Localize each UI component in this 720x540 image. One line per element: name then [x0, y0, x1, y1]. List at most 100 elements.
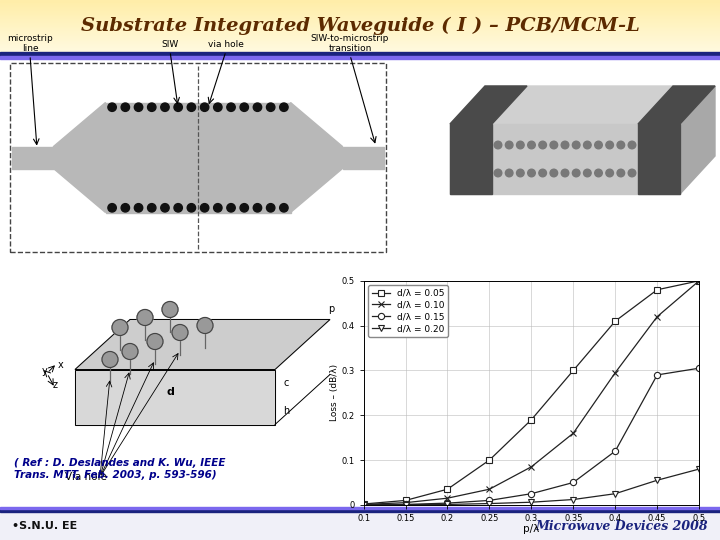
Bar — [0, 509, 720, 512]
Bar — [0, 24, 720, 25]
d/λ = 0.05 — [527, 416, 536, 423]
Circle shape — [174, 204, 182, 212]
Bar — [0, 0, 720, 1]
Bar — [0, 51, 720, 52]
d/λ = 0.10 — [444, 495, 452, 502]
Circle shape — [628, 141, 636, 149]
Bar — [0, 44, 720, 45]
Circle shape — [561, 169, 569, 177]
Circle shape — [240, 204, 248, 212]
d/λ = 0.10 — [653, 313, 662, 320]
d/λ = 0.05 — [653, 287, 662, 293]
Bar — [0, 34, 720, 35]
Circle shape — [528, 141, 535, 149]
d/λ = 0.05 — [569, 367, 577, 374]
Circle shape — [266, 204, 275, 212]
d/λ = 0.05 — [359, 501, 368, 507]
Bar — [0, 56, 720, 59]
Text: h: h — [283, 406, 289, 416]
Bar — [0, 33, 720, 34]
Circle shape — [161, 204, 169, 212]
Bar — [106, 103, 290, 213]
Polygon shape — [638, 86, 715, 124]
Bar — [0, 27, 720, 28]
Bar — [0, 25, 720, 26]
Circle shape — [102, 352, 118, 368]
Text: microstrip
line: microstrip line — [7, 33, 53, 53]
Circle shape — [162, 301, 178, 318]
d/λ = 0.10 — [401, 500, 410, 506]
Bar — [0, 2, 720, 3]
Bar — [0, 35, 720, 36]
Text: SIW: SIW — [161, 40, 179, 49]
Circle shape — [148, 204, 156, 212]
Bar — [343, 146, 384, 168]
Bar — [0, 9, 720, 10]
Bar — [0, 31, 720, 32]
Bar — [0, 36, 720, 37]
Bar — [0, 8, 720, 9]
Circle shape — [137, 309, 153, 326]
Circle shape — [539, 141, 546, 149]
Polygon shape — [75, 369, 275, 424]
d/λ = 0.20 — [444, 501, 452, 508]
Circle shape — [200, 103, 209, 111]
Bar — [0, 12, 720, 13]
Bar — [10, 63, 386, 252]
Circle shape — [253, 204, 261, 212]
Circle shape — [253, 103, 261, 111]
d/λ = 0.15 — [527, 490, 536, 497]
Circle shape — [516, 169, 524, 177]
Bar — [0, 22, 720, 23]
Polygon shape — [53, 103, 106, 213]
d/λ = 0.10 — [695, 278, 703, 284]
Bar — [0, 40, 720, 41]
Circle shape — [200, 204, 209, 212]
Bar — [0, 45, 720, 46]
Circle shape — [148, 103, 156, 111]
Circle shape — [266, 103, 275, 111]
d/λ = 0.15 — [359, 502, 368, 508]
Polygon shape — [680, 86, 715, 194]
Bar — [0, 17, 720, 18]
Circle shape — [214, 103, 222, 111]
Bar — [0, 49, 720, 50]
Bar — [0, 507, 720, 509]
Circle shape — [606, 141, 613, 149]
Bar — [0, 48, 720, 49]
Polygon shape — [75, 320, 330, 369]
Bar — [0, 18, 720, 19]
Polygon shape — [290, 103, 343, 213]
Circle shape — [240, 103, 248, 111]
Circle shape — [112, 320, 128, 335]
Line: d/λ = 0.15: d/λ = 0.15 — [361, 365, 702, 508]
Circle shape — [494, 169, 502, 177]
X-axis label: p/λ: p/λ — [523, 524, 539, 534]
Bar — [638, 124, 680, 194]
Circle shape — [172, 325, 188, 341]
Bar — [0, 7, 720, 8]
d/λ = 0.10 — [611, 369, 620, 376]
Bar — [0, 14, 720, 15]
Circle shape — [628, 169, 636, 177]
Bar — [0, 11, 720, 12]
Bar — [0, 10, 720, 11]
Bar — [0, 23, 720, 24]
Circle shape — [174, 103, 182, 111]
Text: •S.N.U. EE: •S.N.U. EE — [12, 521, 77, 531]
Circle shape — [187, 103, 196, 111]
Circle shape — [197, 318, 213, 334]
Bar — [0, 20, 720, 21]
Bar — [0, 50, 720, 51]
Bar — [0, 41, 720, 42]
d/λ = 0.15 — [485, 497, 494, 504]
Circle shape — [135, 103, 143, 111]
d/λ = 0.20 — [527, 499, 536, 505]
Bar — [0, 21, 720, 22]
d/λ = 0.10 — [569, 430, 577, 436]
Circle shape — [528, 169, 535, 177]
Circle shape — [122, 343, 138, 360]
d/λ = 0.10 — [527, 463, 536, 470]
Text: d: d — [166, 387, 174, 397]
Y-axis label: Loss – (dB/λ): Loss – (dB/λ) — [330, 364, 338, 421]
